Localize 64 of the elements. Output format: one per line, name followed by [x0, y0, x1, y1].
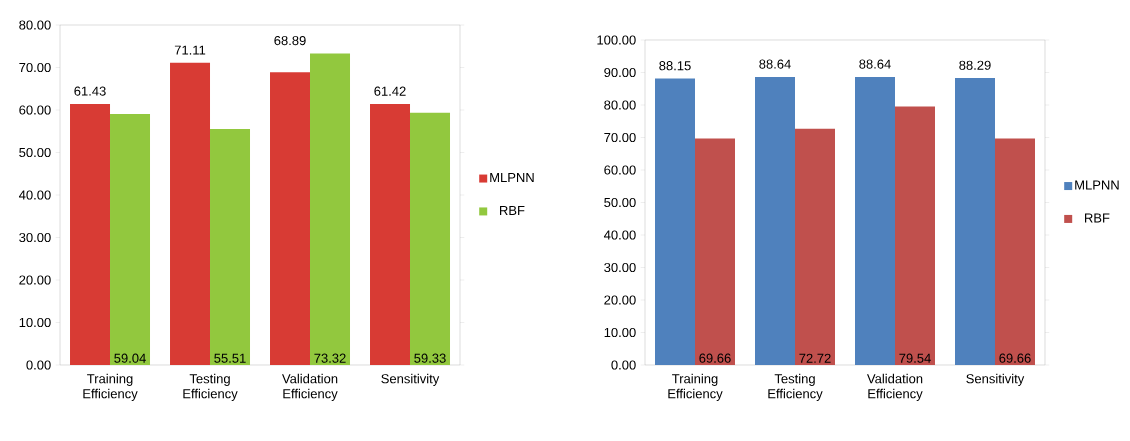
y-tick-label: 60.00 — [19, 105, 51, 115]
x-tick-label: Training Efficiency — [668, 373, 723, 401]
y-tick-label: 80.00 — [604, 100, 636, 110]
y-tick-label: 100.00 — [597, 35, 636, 45]
legend-label: RBF — [1085, 213, 1110, 223]
data-label: 88.64 — [859, 59, 891, 69]
y-tick-label: 50.00 — [604, 197, 636, 208]
y-tick-label: 30.00 — [604, 262, 636, 273]
y-tick-label: 50.00 — [19, 147, 51, 158]
bar — [795, 128, 835, 365]
y-tick-label: 70.00 — [19, 62, 51, 73]
bar — [855, 76, 895, 365]
data-label: 61.42 — [374, 86, 406, 96]
bar — [955, 78, 995, 365]
data-label: 55.51 — [214, 353, 246, 363]
bar — [110, 114, 151, 365]
data-label: 71.11 — [174, 45, 206, 55]
bar — [655, 78, 695, 365]
legend-label: MLPNN — [490, 173, 534, 183]
y-tick-label: 20.00 — [604, 295, 636, 305]
bar — [210, 129, 251, 365]
x-tick-label: Testing Efficiency — [768, 373, 823, 401]
y-tick-label: 0.00 — [26, 360, 51, 370]
bar — [995, 138, 1035, 365]
y-tick-label: 10.00 — [19, 317, 51, 328]
data-label: 59.33 — [414, 353, 446, 363]
y-tick-label: 0.00 — [611, 360, 636, 370]
y-tick-label: 80.00 — [19, 20, 51, 30]
y-tick-label: 30.00 — [19, 232, 51, 243]
y-tick-label: 40.00 — [603, 230, 636, 240]
x-tick-label: Sensitivity — [966, 373, 1025, 386]
bar — [695, 138, 735, 365]
bar — [310, 53, 351, 365]
y-tick-label: 40.00 — [18, 190, 51, 200]
data-label: 73.32 — [314, 353, 346, 363]
data-label: 69.66 — [699, 353, 731, 363]
y-tick-label: 20.00 — [19, 275, 51, 285]
x-tick-label: Training Efficiency — [83, 373, 138, 401]
bar — [370, 103, 411, 365]
data-label: 72.72 — [799, 353, 831, 363]
bar — [170, 62, 211, 365]
bar — [70, 103, 111, 365]
bar — [755, 76, 795, 365]
y-tick-label: 70.00 — [604, 132, 636, 143]
data-label: 68.89 — [274, 35, 306, 46]
legend-label: RBF — [500, 206, 525, 215]
data-label: 88.29 — [959, 60, 991, 70]
data-label: 59.04 — [114, 353, 146, 363]
data-label: 88.64 — [759, 59, 791, 69]
y-tick-label: 10.00 — [604, 327, 636, 338]
x-tick-label: Validation Efficiency — [282, 373, 338, 401]
y-tick-label: 90.00 — [604, 67, 636, 78]
data-label: 79.54 — [899, 353, 931, 363]
bar — [270, 72, 311, 365]
data-label: 69.66 — [999, 353, 1031, 363]
x-tick-label: Validation Efficiency — [867, 373, 923, 401]
data-label: 61.43 — [74, 86, 106, 96]
legend-label: MLPNN — [1075, 180, 1119, 190]
y-tick-label: 60.00 — [604, 165, 636, 175]
bar — [895, 106, 935, 365]
data-label: 88.15 — [659, 61, 691, 71]
bar — [410, 112, 451, 365]
x-tick-label: Sensitivity — [381, 373, 440, 386]
x-tick-label: Testing Efficiency — [183, 373, 238, 401]
